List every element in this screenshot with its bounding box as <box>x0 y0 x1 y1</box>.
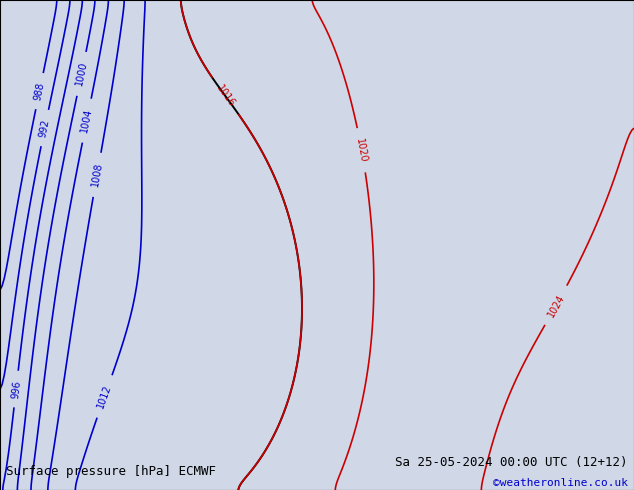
Text: 1000: 1000 <box>74 61 89 87</box>
Text: Surface pressure [hPa] ECMWF: Surface pressure [hPa] ECMWF <box>6 465 216 478</box>
Text: 996: 996 <box>10 379 22 399</box>
Text: 988: 988 <box>33 81 46 101</box>
Text: 1012: 1012 <box>96 383 113 410</box>
Text: 1004: 1004 <box>79 108 94 134</box>
Text: ©weatheronline.co.uk: ©weatheronline.co.uk <box>493 478 628 488</box>
Text: 1024: 1024 <box>546 292 566 318</box>
Text: 1020: 1020 <box>354 137 369 163</box>
Text: 992: 992 <box>38 118 51 138</box>
Text: Sa 25-05-2024 00:00 UTC (12+12): Sa 25-05-2024 00:00 UTC (12+12) <box>395 456 628 469</box>
Text: 1016: 1016 <box>214 83 236 109</box>
Text: 1008: 1008 <box>90 162 104 188</box>
